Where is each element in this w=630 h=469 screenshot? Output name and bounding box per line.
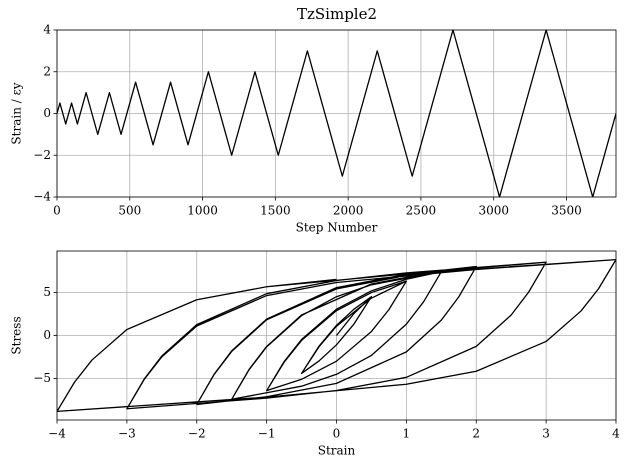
x-tick-label: 500 <box>118 204 141 218</box>
y-tick-label: −2 <box>33 148 51 162</box>
x-tick-label: 1 <box>403 427 411 441</box>
y-tick-label: 0 <box>43 106 51 120</box>
axes-frame <box>56 250 617 421</box>
x-tick-label: 4 <box>612 427 620 441</box>
x-axis-label: Strain <box>318 444 356 458</box>
x-tick-label: 2 <box>472 427 480 441</box>
x-tick-label: 1500 <box>260 204 291 218</box>
x-tick-label: 3000 <box>478 204 509 218</box>
y-tick-label: 4 <box>43 23 51 37</box>
x-tick-label: 3500 <box>551 204 582 218</box>
x-tick-label: 2000 <box>333 204 364 218</box>
x-tick-label: −4 <box>48 427 66 441</box>
x-tick-label: 1000 <box>187 204 218 218</box>
axes-frame <box>56 29 617 198</box>
chart-title: TzSimple2 <box>297 5 377 23</box>
x-tick-label: 0 <box>333 427 341 441</box>
x-tick-label: −1 <box>258 427 276 441</box>
x-tick-label: 0 <box>53 204 61 218</box>
x-tick-label: 2500 <box>406 204 437 218</box>
y-tick-label: 2 <box>43 64 51 78</box>
x-tick-label: 3 <box>542 427 550 441</box>
y-tick-label: −5 <box>33 371 51 385</box>
y-tick-label: −4 <box>33 190 51 204</box>
x-axis-label: Step Number <box>296 221 378 235</box>
x-tick-label: −3 <box>118 427 136 441</box>
data-line <box>57 258 616 413</box>
y-tick-label: 0 <box>43 328 51 342</box>
y-axis-label: Stress <box>10 316 24 354</box>
data-line <box>57 30 616 197</box>
y-tick-label: 5 <box>43 285 51 299</box>
x-tick-label: −2 <box>188 427 206 441</box>
y-axis-label: Strain / εy <box>10 82 24 144</box>
